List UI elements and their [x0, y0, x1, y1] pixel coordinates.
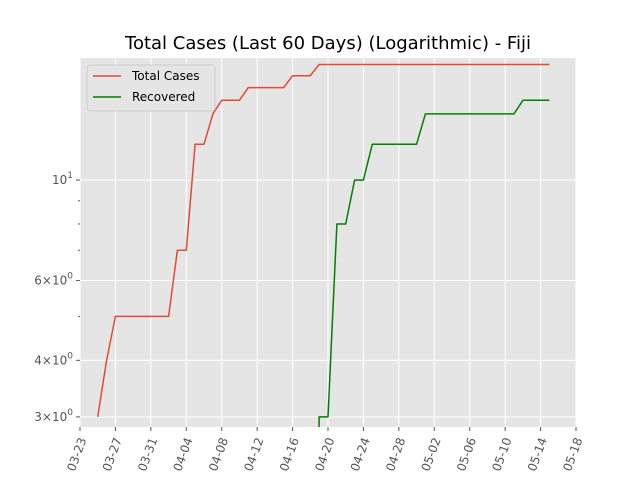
- x-tick-label: 04-12: [241, 436, 266, 474]
- y-tick-label: 4×100: [34, 351, 73, 367]
- series-line-total-cases: [96, 63, 550, 418]
- series-line-recovered: [318, 99, 550, 427]
- legend: Total Cases Recovered: [86, 64, 216, 112]
- x-tick-label: 05-10: [489, 436, 514, 474]
- x-tick-label: 05-14: [525, 436, 550, 474]
- x-tick-label: 04-28: [383, 436, 408, 474]
- x-tick-label: 03-23: [64, 436, 89, 474]
- x-tick-label: 03-27: [100, 436, 125, 474]
- x-tick-label: 04-24: [348, 436, 373, 474]
- legend-label: Total Cases: [131, 69, 199, 83]
- x-tick-label: 04-08: [206, 436, 231, 474]
- y-tick-label: 101: [52, 171, 73, 187]
- x-tick-label: 04-04: [171, 436, 196, 474]
- y-tick-label: 6×100: [34, 272, 73, 288]
- x-tick-label: 05-18: [560, 436, 585, 474]
- series-layer: [96, 63, 550, 427]
- y-tick-label: 3×100: [34, 408, 73, 424]
- x-tick-label: 05-02: [419, 436, 444, 474]
- x-tick-label: 03-31: [135, 436, 160, 474]
- legend-label: Recovered: [132, 90, 195, 104]
- x-tick-label: 05-06: [454, 436, 479, 474]
- x-tick-label: 04-20: [312, 436, 337, 474]
- grid: [79, 58, 577, 427]
- chart-title: Total Cases (Last 60 Days) (Logarithmic)…: [124, 33, 531, 54]
- x-tick-label: 04-16: [277, 436, 302, 474]
